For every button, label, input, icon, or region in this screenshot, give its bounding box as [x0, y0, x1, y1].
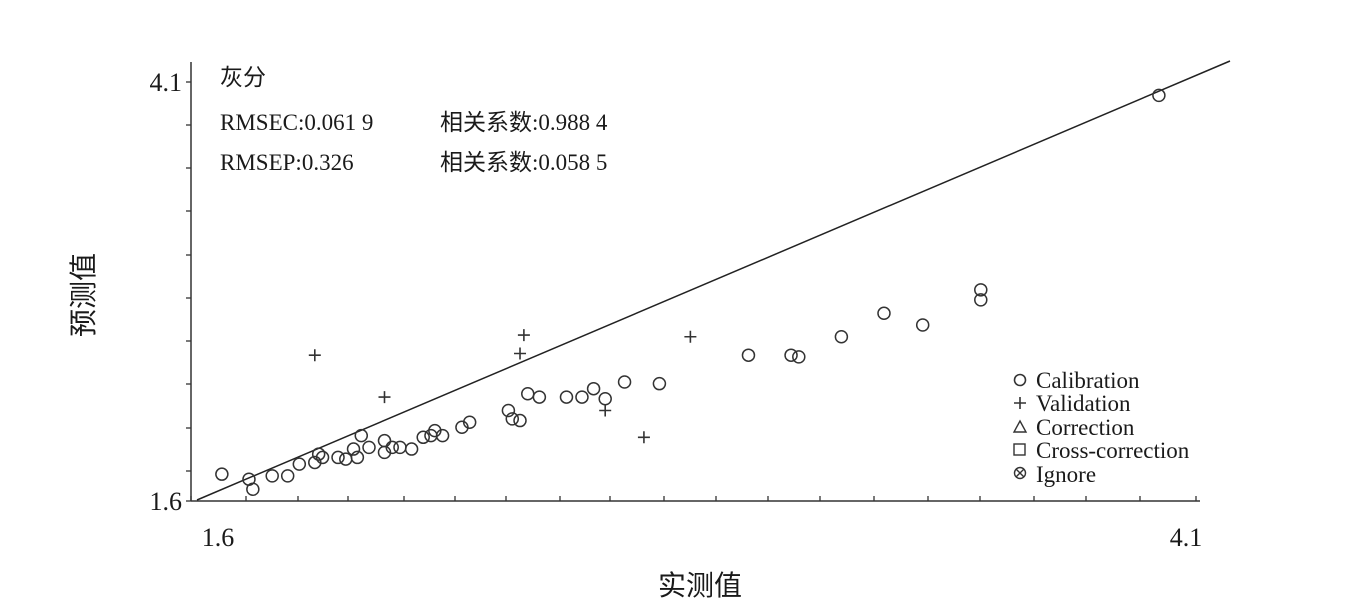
- calibration-point: [974, 283, 988, 297]
- calibration-point: [311, 447, 326, 461]
- calibration-point: [575, 390, 589, 404]
- calibration-point: [652, 376, 667, 391]
- calibration-point: [350, 450, 365, 465]
- x-axis-title: 实测值: [658, 570, 742, 602]
- legend: Calibration Validation Correction Cross-…: [1012, 368, 1190, 487]
- calibration-point: [362, 440, 376, 455]
- rmsep-text: RMSEP:0.326: [220, 150, 354, 175]
- legend-label-calibration: Calibration: [1036, 368, 1140, 393]
- validation-point: [599, 404, 612, 417]
- legend-label-validation: Validation: [1036, 391, 1131, 416]
- data-points: [215, 88, 1166, 497]
- rmsec-text: RMSEC:0.061 9: [220, 110, 373, 135]
- calibration-point: [784, 348, 798, 362]
- calibration-point: [462, 415, 477, 429]
- legend-label-ignore: Ignore: [1036, 462, 1096, 487]
- calibration-point: [501, 403, 516, 418]
- calibration-point: [215, 467, 229, 481]
- calibration-point: [617, 375, 632, 389]
- calibration-point: [513, 413, 527, 428]
- validation-correlation-text: 相关系数:0.058 5: [440, 150, 607, 175]
- calibration-point: [331, 450, 345, 465]
- validation-point: [308, 349, 321, 362]
- calibration-point: [532, 390, 547, 404]
- legend-marker-cross-correction: [1013, 443, 1026, 456]
- legend-marker-correction: [1012, 419, 1028, 433]
- calibration-point: [393, 440, 407, 455]
- legend-marker-ignore: [1013, 466, 1027, 480]
- calibration-point: [246, 482, 260, 497]
- calibration-point: [915, 318, 930, 332]
- y-tick-label-top: 4.1: [150, 68, 183, 97]
- calibration-point: [346, 442, 361, 456]
- calibration-point: [435, 428, 450, 443]
- calibration-point: [385, 440, 399, 455]
- calibration-point: [292, 457, 307, 471]
- calibration-point: [404, 442, 419, 456]
- calibration-point: [559, 390, 574, 404]
- calibration-point: [377, 433, 392, 448]
- calibration-point: [505, 412, 520, 426]
- calibration-point: [877, 306, 891, 321]
- calibration-point: [280, 469, 295, 483]
- y-axis-title: 预测值: [68, 253, 100, 337]
- calibration-point: [339, 452, 353, 466]
- calibration-point: [265, 469, 279, 483]
- calibration-point: [1152, 88, 1166, 103]
- calibration-point: [834, 330, 849, 344]
- legend-label-cross-correction: Cross-correction: [1036, 438, 1190, 463]
- calibration-point: [354, 428, 369, 443]
- x-tick-label-right: 4.1: [1170, 523, 1203, 552]
- calibration-point: [598, 392, 612, 406]
- x-tick-label-left: 1.6: [202, 523, 235, 552]
- calibration-correlation-text: 相关系数:0.988 4: [440, 110, 608, 135]
- y-tick-label-bottom: 1.6: [150, 487, 183, 516]
- legend-label-correction: Correction: [1036, 415, 1135, 440]
- axis-ticks: [186, 81, 1197, 502]
- legend-marker-validation: [1014, 397, 1026, 409]
- legend-marker-calibration: [1013, 373, 1027, 387]
- calibration-point: [792, 350, 806, 364]
- validation-point: [637, 431, 650, 444]
- chart-title: 灰分: [220, 65, 266, 90]
- calibration-point: [586, 381, 601, 396]
- calibration-point: [741, 348, 756, 362]
- validation-point: [517, 329, 530, 342]
- validation-point: [514, 347, 527, 360]
- validation-point: [684, 330, 697, 343]
- validation-point: [378, 391, 391, 404]
- calibration-point: [521, 386, 535, 401]
- regression-line: [196, 60, 1231, 501]
- calibration-point: [416, 430, 430, 445]
- calibration-point: [315, 450, 330, 465]
- calibration-point: [974, 293, 988, 307]
